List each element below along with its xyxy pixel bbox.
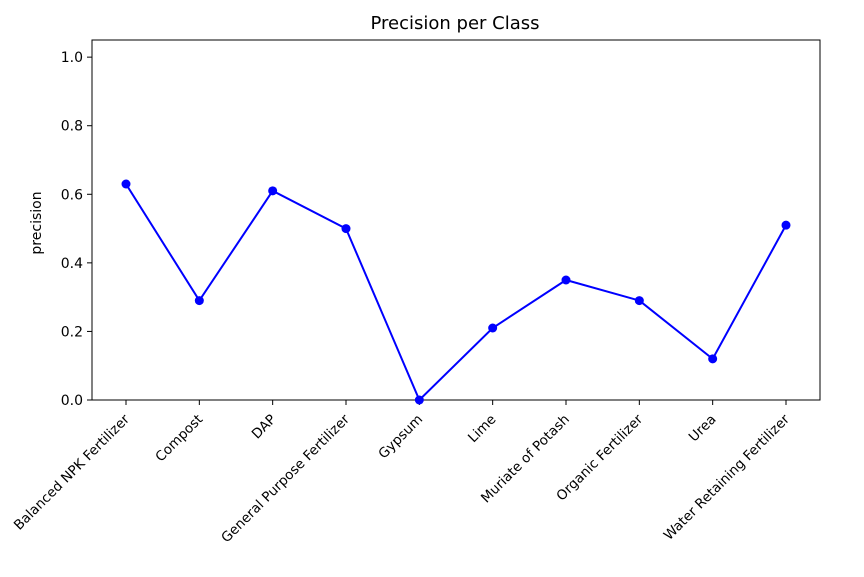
data-point	[781, 220, 791, 230]
data-point	[341, 224, 351, 234]
y-tick-label: 0.8	[61, 119, 83, 135]
data-point	[414, 395, 424, 405]
data-point	[194, 296, 204, 306]
data-point	[268, 186, 278, 196]
data-point	[634, 296, 644, 306]
x-tick-label: Compost	[152, 412, 206, 466]
data-point	[488, 323, 498, 333]
x-tick-label: Lime	[465, 412, 499, 446]
x-tick-label: Urea	[686, 412, 720, 446]
x-tick-label: DAP	[249, 412, 280, 443]
x-tick-label: Water Retaining Fertilizer	[661, 411, 793, 543]
data-point	[708, 354, 718, 364]
axes-frame	[91, 39, 821, 401]
chart-title: Precision per Class	[370, 13, 539, 34]
data-point	[121, 179, 131, 189]
y-tick-label: 0.0	[61, 393, 83, 409]
x-tick-label: Balanced NPK Fertilizer	[11, 411, 133, 533]
y-tick-label: 0.6	[61, 187, 83, 203]
y-tick-label: 0.2	[61, 324, 83, 340]
series-line	[125, 183, 787, 402]
plot-area: 0.0 0.2 0.4 0.6 0.8 1.0 Balanced NPK Fertilize…	[11, 39, 821, 546]
y-axis-label: precision	[29, 191, 45, 254]
x-tick-label: General Purpose Fertilizer	[218, 411, 353, 546]
x-tick-label: Gypsum	[375, 412, 426, 463]
y-tick-label: 1.0	[61, 50, 83, 66]
y-tick-label: 0.4	[61, 256, 83, 272]
data-point	[561, 275, 571, 285]
